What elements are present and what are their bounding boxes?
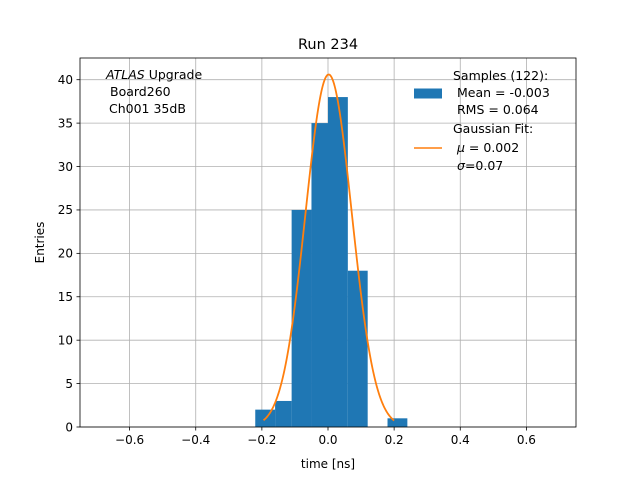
x-tick-label: 0.0 — [318, 433, 337, 447]
legend: Samples (122): Mean = -0.003 RMS = 0.064… — [414, 68, 550, 173]
histogram-bar — [311, 123, 328, 427]
y-tick-label: 10 — [58, 333, 73, 347]
y-axis-label: Entries — [33, 222, 47, 264]
x-axis-label: time [ns] — [301, 457, 355, 471]
chart-title: Run 234 — [298, 37, 358, 53]
y-tick-label: 5 — [65, 377, 73, 391]
legend-samples-line-2: Mean = -0.003 — [457, 85, 550, 100]
y-tick-label: 20 — [58, 247, 73, 261]
axis-ticks: −0.6 −0.4 −0.2 0.0 0.2 0.4 0.6 0 5 10 15 20 25 30 35 40 — [58, 73, 536, 447]
annotation-line-1: ATLAS Upgrade — [105, 67, 202, 82]
y-tick-label: 35 — [58, 116, 73, 130]
x-tick-label: −0.4 — [181, 433, 210, 447]
legend-fit-line-2: μ = 0.002 — [456, 140, 519, 155]
legend-fit-mu-symbol: μ — [456, 140, 465, 155]
legend-fit-sigma-value: =0.07 — [465, 158, 503, 173]
legend-fit-mu-value: = 0.002 — [465, 140, 519, 155]
y-tick-label: 0 — [65, 420, 73, 434]
x-tick-label: 0.4 — [451, 433, 470, 447]
gaussian-fit — [262, 73, 395, 422]
annotation-line-2: Board260 — [110, 84, 171, 99]
histogram-bar — [291, 209, 312, 427]
y-tick-label: 30 — [58, 160, 73, 174]
annotation-upgrade: Upgrade — [145, 67, 203, 82]
annotation-atlas: ATLAS — [105, 67, 145, 82]
histogram-bar — [387, 418, 408, 427]
histogram-bar — [328, 97, 348, 427]
histogram-bars — [255, 97, 408, 427]
x-tick-label: −0.6 — [115, 433, 144, 447]
legend-fit-line-3: σ=0.07 — [457, 158, 503, 173]
x-tick-label: 0.6 — [517, 433, 536, 447]
legend-samples-line-1: Samples (122): — [453, 68, 548, 83]
y-tick-label: 25 — [58, 203, 73, 217]
gaussian-fit-curve — [262, 73, 395, 422]
x-tick-label: −0.2 — [247, 433, 276, 447]
y-tick-label: 40 — [58, 73, 73, 87]
y-tick-label: 15 — [58, 290, 73, 304]
annotation-line-3: Ch001 35dB — [109, 101, 186, 116]
atlas-annotation: ATLAS Upgrade Board260 Ch001 35dB — [105, 67, 202, 116]
histogram-bar — [275, 400, 292, 427]
legend-fit-sigma-symbol: σ — [457, 158, 466, 173]
legend-samples-line-3: RMS = 0.064 — [457, 102, 539, 117]
histogram-bar — [347, 270, 368, 427]
legend-fit-line-1: Gaussian Fit: — [453, 121, 533, 136]
x-tick-label: 0.2 — [385, 433, 404, 447]
legend-samples-swatch — [414, 88, 442, 99]
